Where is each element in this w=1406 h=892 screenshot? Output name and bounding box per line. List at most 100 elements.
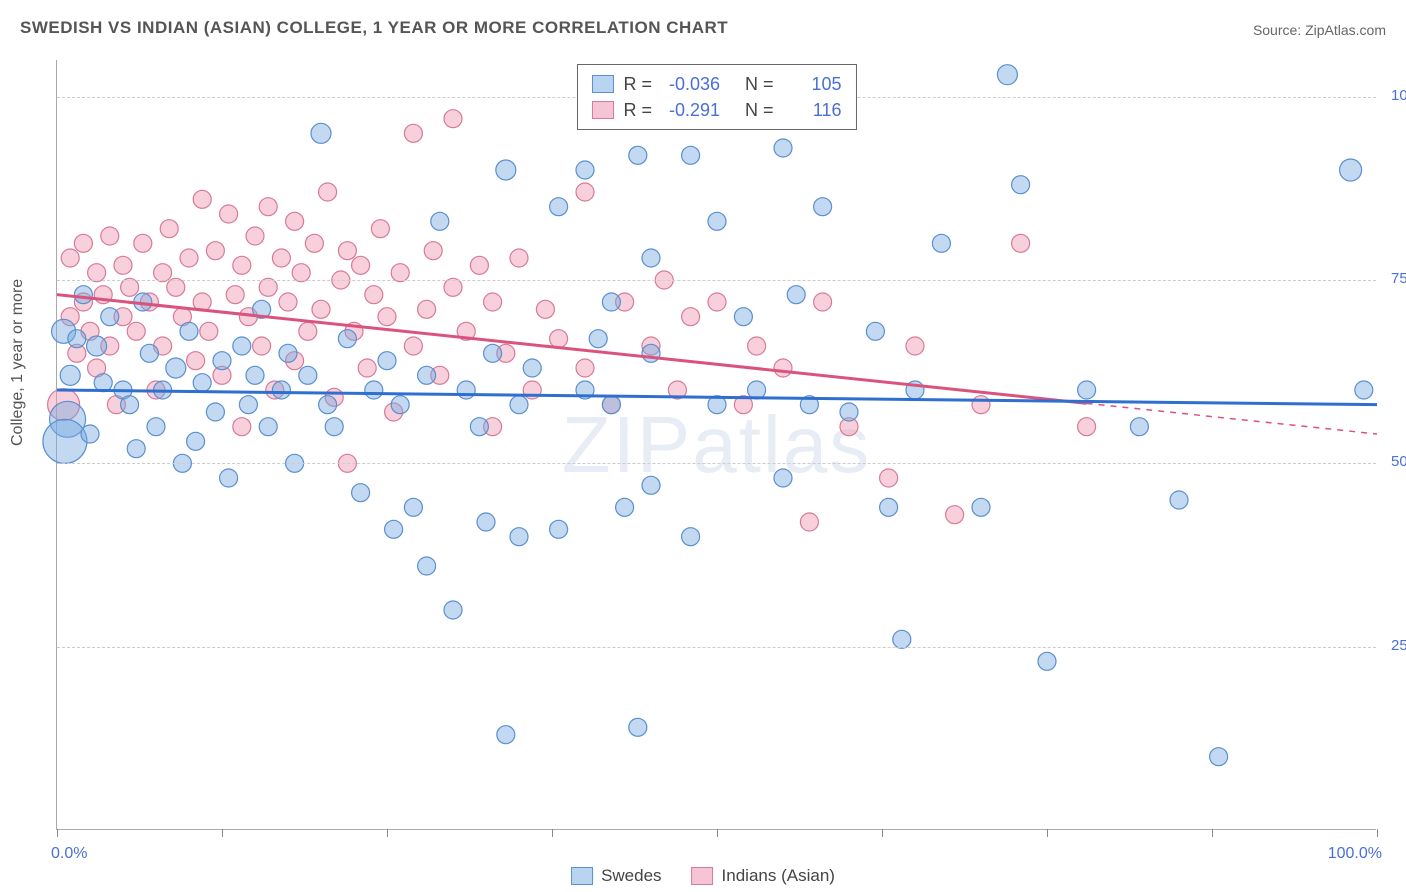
- data-point: [365, 286, 383, 304]
- data-point: [299, 322, 317, 340]
- data-point: [187, 432, 205, 450]
- data-point: [1078, 418, 1096, 436]
- data-point: [536, 300, 554, 318]
- data-point: [87, 336, 107, 356]
- y-tick-label: 25.0%: [1391, 637, 1406, 654]
- data-point: [279, 293, 297, 311]
- data-point: [385, 520, 403, 538]
- data-point: [43, 419, 87, 463]
- data-point: [134, 234, 152, 252]
- data-point: [352, 484, 370, 502]
- data-point: [378, 352, 396, 370]
- data-point: [154, 264, 172, 282]
- data-point: [431, 212, 449, 230]
- data-point: [589, 330, 607, 348]
- data-point: [523, 359, 541, 377]
- data-point: [193, 374, 211, 392]
- data-point: [404, 498, 422, 516]
- data-point: [101, 308, 119, 326]
- data-point: [484, 344, 502, 362]
- data-point: [906, 337, 924, 355]
- data-point: [602, 293, 620, 311]
- data-point: [121, 278, 139, 296]
- legend-bottom: Swedes Indians (Asian): [571, 866, 835, 886]
- data-point: [1012, 234, 1030, 252]
- data-point: [642, 344, 660, 362]
- source-prefix: Source:: [1253, 22, 1305, 38]
- data-point: [259, 278, 277, 296]
- data-point: [325, 418, 343, 436]
- x-axis-label-zero: 0.0%: [51, 845, 87, 863]
- data-point: [932, 234, 950, 252]
- data-point: [510, 396, 528, 414]
- data-point: [800, 513, 818, 531]
- data-point: [496, 160, 516, 180]
- data-point: [246, 227, 264, 245]
- data-point: [444, 601, 462, 619]
- data-point: [734, 308, 752, 326]
- data-point: [946, 506, 964, 524]
- gridline: [57, 647, 1376, 648]
- x-tick: [222, 829, 223, 837]
- data-point: [708, 212, 726, 230]
- legend-item-indians: Indians (Asian): [692, 866, 835, 886]
- data-point: [312, 300, 330, 318]
- data-point: [101, 227, 119, 245]
- chart-container: SWEDISH VS INDIAN (ASIAN) COLLEGE, 1 YEA…: [0, 0, 1406, 892]
- data-point: [259, 198, 277, 216]
- data-point: [305, 234, 323, 252]
- data-point: [220, 205, 238, 223]
- source-attribution: Source: ZipAtlas.com: [1253, 22, 1386, 38]
- legend-label-swedes: Swedes: [601, 866, 661, 886]
- legend-label-indians: Indians (Asian): [722, 866, 835, 886]
- data-point: [140, 344, 158, 362]
- swatch-swedes-bottom: [571, 867, 593, 885]
- data-point: [180, 322, 198, 340]
- data-point: [629, 718, 647, 736]
- r-label: R =: [623, 71, 652, 97]
- data-point: [352, 256, 370, 274]
- x-tick: [882, 829, 883, 837]
- data-point: [1038, 652, 1056, 670]
- data-point: [1012, 176, 1030, 194]
- data-point: [253, 337, 271, 355]
- data-point: [404, 124, 422, 142]
- data-point: [642, 476, 660, 494]
- data-point: [457, 381, 475, 399]
- data-point: [74, 234, 92, 252]
- data-point: [378, 308, 396, 326]
- data-point: [259, 418, 277, 436]
- data-point: [286, 212, 304, 230]
- data-point: [550, 198, 568, 216]
- data-point: [1340, 159, 1362, 181]
- data-point: [60, 365, 80, 385]
- data-point: [880, 498, 898, 516]
- data-point: [127, 322, 145, 340]
- data-point: [167, 278, 185, 296]
- data-point: [147, 418, 165, 436]
- x-axis-label-hundred: 100.0%: [1328, 845, 1382, 863]
- data-point: [246, 366, 264, 384]
- legend-correlation-box: R = -0.036 N = 105 R = -0.291 N = 116: [576, 64, 856, 130]
- data-point: [510, 249, 528, 267]
- y-tick-label: 100.0%: [1391, 87, 1406, 104]
- data-point: [418, 557, 436, 575]
- data-point: [391, 264, 409, 282]
- data-point: [682, 528, 700, 546]
- data-point: [602, 396, 620, 414]
- data-point: [371, 220, 389, 238]
- x-tick: [1047, 829, 1048, 837]
- swatch-swedes: [591, 75, 613, 93]
- data-point: [233, 256, 251, 274]
- x-tick: [57, 829, 58, 837]
- data-point: [404, 337, 422, 355]
- data-point: [319, 183, 337, 201]
- data-point: [180, 249, 198, 267]
- data-point: [787, 286, 805, 304]
- data-point: [187, 352, 205, 370]
- legend-item-swedes: Swedes: [571, 866, 661, 886]
- n-label: N =: [745, 97, 774, 123]
- swatch-indians-bottom: [692, 867, 714, 885]
- data-point: [682, 146, 700, 164]
- data-point: [470, 256, 488, 274]
